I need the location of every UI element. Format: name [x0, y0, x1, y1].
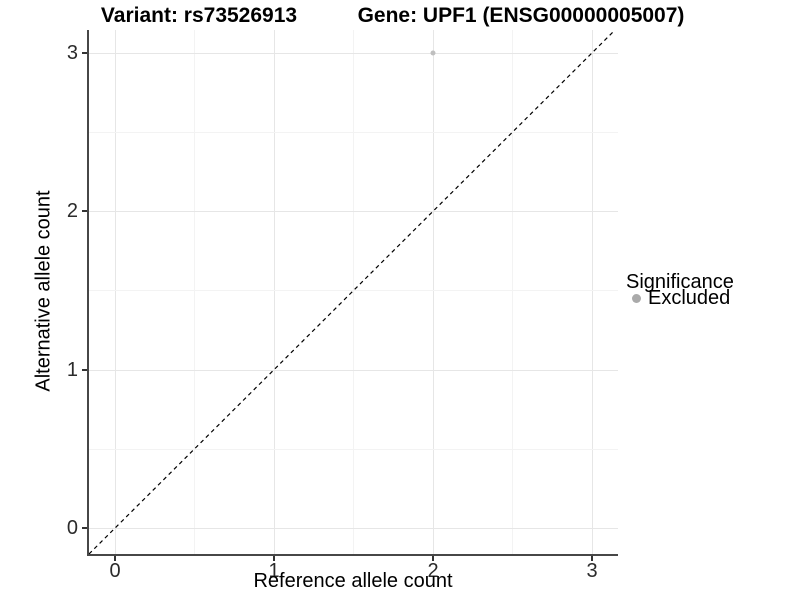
y-tick-label: 1 [66, 359, 78, 381]
x-tick-mark [591, 556, 593, 561]
y-tick-label: 2 [66, 200, 78, 222]
y-tick-mark [82, 527, 87, 529]
y-tick-mark [82, 369, 87, 371]
y-tick-label: 0 [66, 517, 78, 539]
gridline-major-h [89, 53, 618, 54]
x-tick-mark [432, 556, 434, 561]
x-tick-mark [273, 556, 275, 561]
gridline-major-v [274, 30, 275, 554]
gridline-major-v [433, 30, 434, 554]
y-axis-title: Alternative allele count [32, 190, 55, 392]
identity-line [89, 30, 616, 554]
y-tick-mark [82, 210, 87, 212]
x-tick-label: 1 [268, 560, 280, 582]
x-axis-title: Reference allele count [253, 570, 453, 592]
gridline-minor-h [89, 290, 618, 291]
x-tick-label: 3 [586, 560, 598, 582]
legend-item-excluded: Excluded [648, 287, 731, 309]
gridline-minor-v [194, 30, 195, 554]
gridline-minor-h [89, 132, 618, 133]
x-tick-mark [114, 556, 116, 561]
gridline-minor-v [353, 30, 354, 554]
x-tick-label: 0 [109, 560, 121, 582]
gridline-major-v [592, 30, 593, 554]
gridline-major-h [89, 370, 618, 371]
x-tick-label: 2 [427, 560, 439, 582]
data-point-excluded [430, 50, 436, 56]
gridline-major-v [115, 30, 116, 554]
y-tick-label: 3 [66, 42, 78, 64]
plot-panel [87, 30, 618, 556]
gridline-major-h [89, 211, 618, 212]
gene-title: Gene: UPF1 (ENSG00000005007) [357, 4, 685, 27]
variant-title: Variant: rs73526913 [100, 4, 298, 27]
legend-title: Significance [626, 271, 734, 293]
gridline-minor-h [89, 449, 618, 450]
circle-icon [632, 294, 641, 303]
y-tick-mark [82, 52, 87, 54]
gridline-minor-v [512, 30, 513, 554]
gridline-major-h [89, 528, 618, 529]
